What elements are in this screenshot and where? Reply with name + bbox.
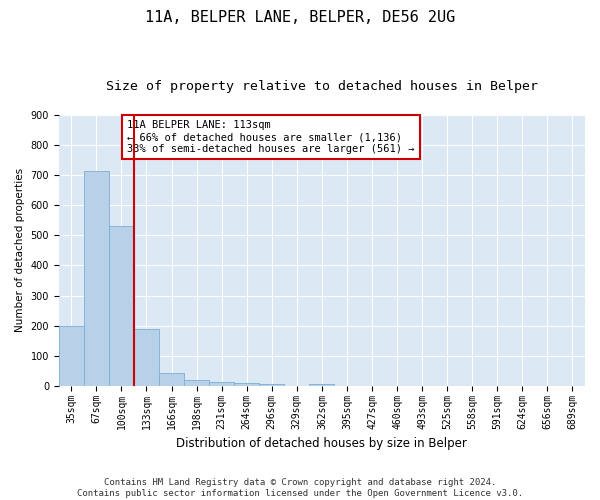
Bar xyxy=(209,382,234,386)
Bar xyxy=(109,226,134,386)
Bar xyxy=(310,384,334,386)
Text: 11A, BELPER LANE, BELPER, DE56 2UG: 11A, BELPER LANE, BELPER, DE56 2UG xyxy=(145,10,455,25)
Bar xyxy=(184,380,209,386)
Bar xyxy=(59,326,84,386)
Bar xyxy=(234,383,259,386)
Y-axis label: Number of detached properties: Number of detached properties xyxy=(15,168,25,332)
Text: Contains HM Land Registry data © Crown copyright and database right 2024.
Contai: Contains HM Land Registry data © Crown c… xyxy=(77,478,523,498)
X-axis label: Distribution of detached houses by size in Belper: Distribution of detached houses by size … xyxy=(176,437,467,450)
Bar xyxy=(259,384,284,386)
Bar xyxy=(159,373,184,386)
Bar xyxy=(84,170,109,386)
Title: Size of property relative to detached houses in Belper: Size of property relative to detached ho… xyxy=(106,80,538,93)
Text: 11A BELPER LANE: 113sqm
← 66% of detached houses are smaller (1,136)
33% of semi: 11A BELPER LANE: 113sqm ← 66% of detache… xyxy=(127,120,415,154)
Bar xyxy=(134,328,159,386)
